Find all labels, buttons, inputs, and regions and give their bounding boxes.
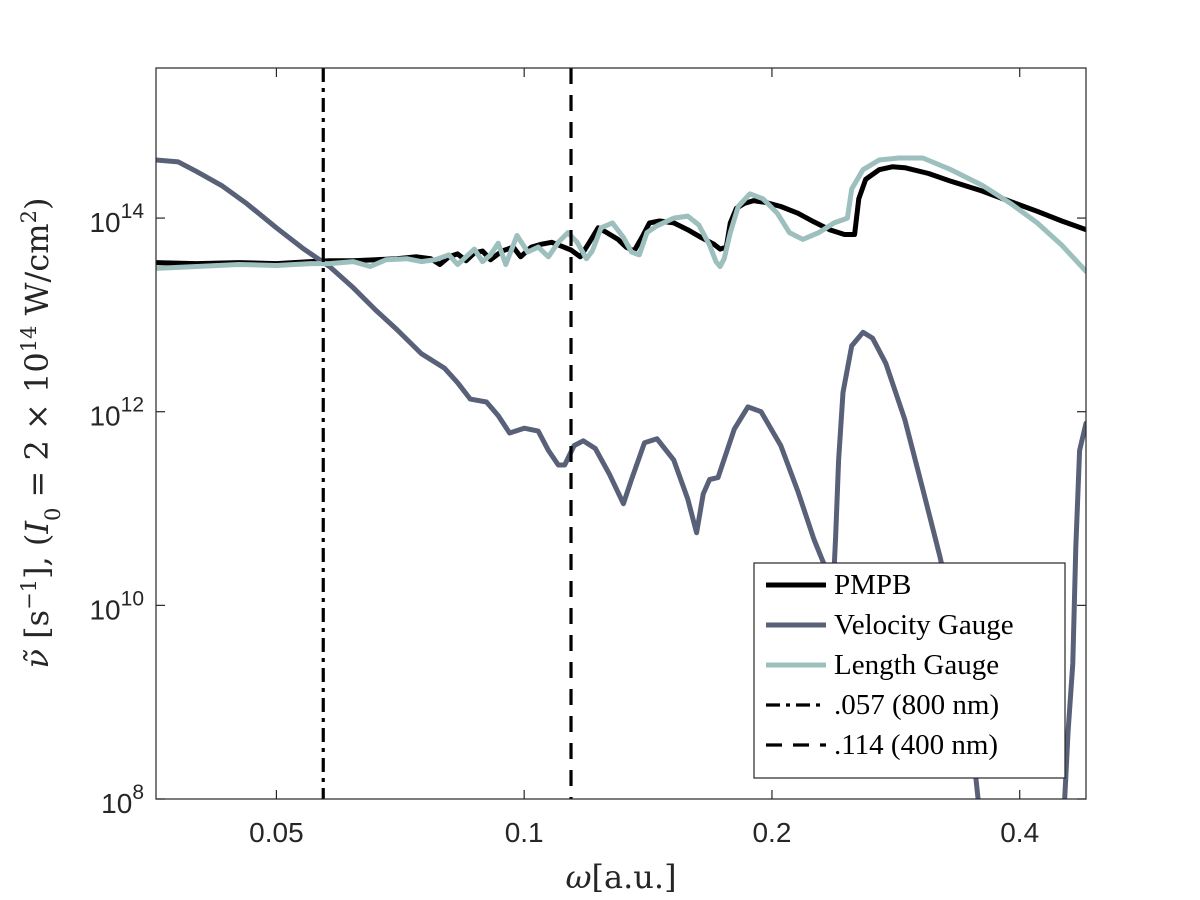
y-axis-label-exponent: 14 [17,326,41,353]
y-axis-label: ν̃ [s−1], (I0 = 2 × 1014 W/cm2) [17,198,65,669]
x-axis-label: ω[a.u.] [565,858,676,896]
y-axis-label-wunit: W/cm [18,223,56,325]
x-tick-label: 0.05 [249,817,304,848]
y-axis-label-unit-close: ], ( [18,534,56,579]
legend-label-114-400-nm: .114 (400 nm) [834,729,998,761]
x-axis-label-unit: [a.u.] [592,858,677,896]
x-tick-label: 0.1 [505,817,544,848]
y-tick-label: 1012 [89,394,144,432]
series-line-length-gauge [156,155,1086,274]
y-axis-label-equals: = 2 × 10 [18,352,56,507]
legend-label-length-gauge: Length Gauge [834,649,999,681]
x-tick-label: 0.2 [752,817,791,848]
y-axis-label-unit-sup: −1 [17,579,41,610]
legend-label-057-800-nm: .057 (800 nm) [834,689,999,721]
y-axis-label-unit-open: [s [18,610,56,649]
y-tick-label: 108 [101,781,144,819]
legend-label-velocity-gauge: Velocity Gauge [834,609,1014,641]
series-line-velocity-gauge [156,157,1086,799]
x-axis-label-omega: ω [565,858,591,896]
tick-layer: 0.05 0.1 0.2 0.4 108 1010 1012 1014 [89,68,1086,848]
legend-label-pmpb: PMPB [834,569,911,601]
y-tick-label: 1014 [89,200,144,238]
legend-box [753,562,1066,779]
y-axis-label-intensity: I [18,520,56,535]
plot-frame [155,67,1087,800]
y-axis-label-close: ) [18,198,56,210]
y-axis-label-intensity-sub: 0 [41,508,65,521]
legend-entries: PMPB Velocity Gauge Length Gauge .057 (800 … [766,569,1014,761]
legend: PMPB Velocity Gauge Length Gauge .057 (800 … [753,562,1066,779]
x-tick-label: 0.4 [1000,817,1039,848]
series-layer [156,68,1086,799]
y-axis-label-wunit-sup: 2 [17,210,41,223]
y-tick-label: 1010 [89,587,144,625]
y-axis-label-nu: ν̃ [18,649,56,668]
